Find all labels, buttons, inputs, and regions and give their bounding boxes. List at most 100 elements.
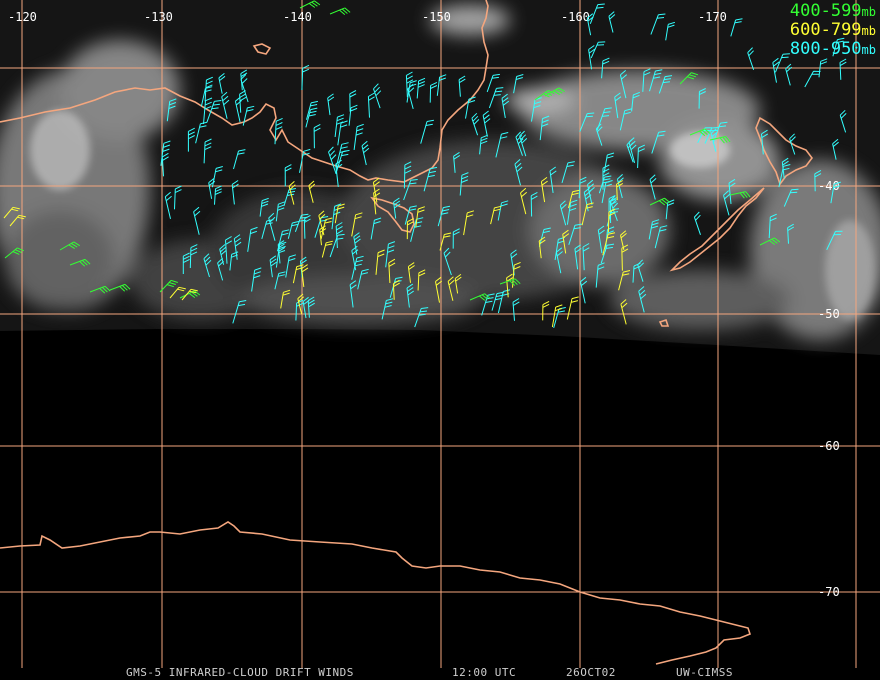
wind-barb [275, 201, 286, 222]
wind-barb [308, 180, 316, 203]
wind-barb [351, 212, 363, 237]
wind-barb [275, 241, 287, 268]
wind-barb [232, 300, 247, 324]
wind-barb [531, 97, 542, 122]
wind-barb [294, 213, 309, 232]
lat-label-50: -50 [818, 307, 840, 321]
wind-barb [349, 90, 357, 112]
wind-barb [616, 174, 624, 199]
wind-barb [679, 72, 699, 85]
wind-barb [459, 172, 469, 196]
wind-barb [219, 244, 227, 265]
wind-barb [439, 232, 452, 251]
wind-barb [59, 241, 80, 251]
wind-barb [561, 161, 575, 184]
wind-barb [443, 247, 452, 276]
wind-barb [166, 98, 177, 122]
wind-barb [367, 92, 375, 118]
wind-barb [596, 107, 612, 131]
wind-barb [595, 262, 605, 288]
lon-label-140: -140 [283, 10, 312, 24]
wind-barb [189, 244, 198, 269]
wind-barb [566, 296, 579, 320]
tasmania-coast [370, 196, 415, 233]
wind-barb [313, 123, 321, 149]
wind-barb [698, 88, 706, 109]
wind-barb [327, 93, 335, 116]
wind-barb [651, 130, 666, 154]
wind-barb [551, 304, 563, 328]
wind-barb [654, 225, 668, 249]
wind-barb [274, 271, 286, 290]
lat-label-40: -40 [818, 179, 840, 193]
wind-barb [519, 130, 528, 157]
wind-barb [337, 120, 348, 146]
wind-barb [381, 298, 394, 320]
wind-barb [649, 174, 657, 200]
data-source: UW-CIMSS [676, 666, 733, 679]
wind-barb [89, 285, 111, 294]
wind-barb [595, 123, 603, 146]
wind-barb [349, 280, 357, 308]
image-caption: GMS-5 INFRARED-CLOUD DRIFT WINDS 12:00 U… [0, 665, 880, 680]
wind-barb [839, 109, 847, 133]
wind-barb [580, 276, 588, 304]
legend-entry-800-950: 800-950mb [789, 39, 876, 59]
wind-barb [458, 75, 466, 97]
wind-barb [588, 45, 596, 70]
wind-barb [704, 127, 719, 144]
wind-barb [709, 136, 731, 144]
wind-barb [513, 74, 524, 94]
wind-barb [601, 57, 610, 79]
wind-barb [620, 230, 627, 251]
legend-entry-400-599: 400-599mb [789, 1, 876, 21]
wind-barb [609, 195, 619, 221]
wind-barb [164, 191, 172, 220]
wind-barb [303, 214, 311, 239]
wind-barb [320, 217, 333, 240]
wind-barb [302, 296, 310, 319]
wind-barb [251, 267, 262, 292]
wind-barb [621, 244, 629, 271]
wind-barb [415, 206, 425, 228]
wind-barb [405, 71, 414, 98]
wind-barb [410, 217, 424, 242]
wind-barb [602, 164, 610, 190]
wind-barb [481, 293, 495, 316]
wind-barb [416, 77, 426, 99]
wind-barb [689, 128, 711, 137]
wind-barb [331, 203, 342, 230]
wind-barb [590, 41, 606, 59]
wind-barb [287, 220, 300, 239]
wind-barb [239, 90, 247, 113]
lat-label-70: -70 [818, 585, 840, 599]
wind-barb [288, 181, 296, 205]
wind-barb [403, 179, 418, 201]
wind-barb [259, 197, 269, 217]
wind-barb [495, 132, 509, 158]
wind-barb [277, 240, 286, 264]
wind-barb [385, 241, 396, 268]
wind-barb [208, 177, 216, 199]
wind-barb [832, 138, 839, 160]
wind-barb [620, 299, 628, 325]
wind-barb [203, 253, 212, 278]
wind-barb [351, 255, 364, 280]
wind-barb [530, 191, 538, 217]
wind-barb [650, 13, 666, 35]
wind-barb [454, 273, 462, 294]
wind-barb [429, 81, 438, 103]
wind-barb [361, 140, 370, 166]
wind-barb [357, 268, 369, 290]
wind-barb [539, 115, 550, 141]
wind-barb [299, 148, 311, 173]
lon-label-150: -150 [422, 10, 451, 24]
wind-barb [392, 279, 400, 300]
wind-barb [200, 86, 213, 107]
wind-barb [723, 190, 731, 216]
wind-barb [206, 100, 222, 123]
pressure-legend: 400-599mb 600-799mb 800-950mb [790, 2, 876, 59]
wind-barb [9, 214, 26, 227]
wind-barb [4, 247, 25, 259]
